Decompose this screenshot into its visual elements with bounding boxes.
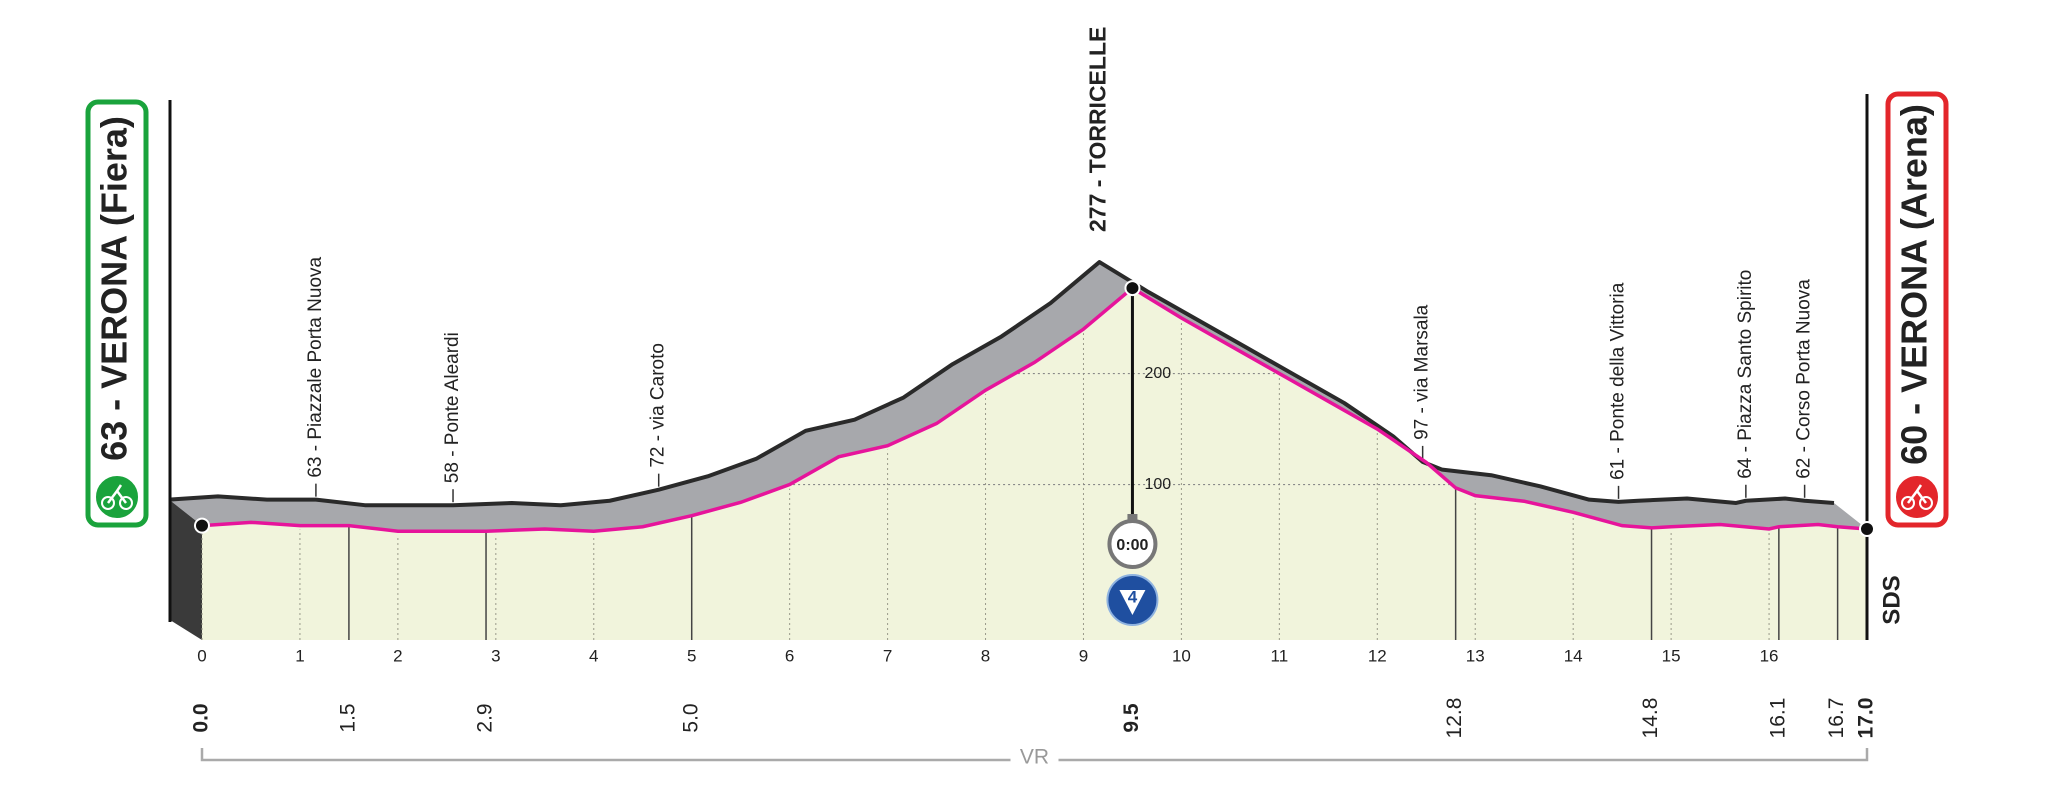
- start-icon-wheel: [101, 496, 115, 510]
- km-marker-label: 1.5: [336, 703, 359, 732]
- profile-area: [202, 288, 1867, 640]
- km-marker-label: 16.1: [1766, 698, 1789, 739]
- km-marker-label: 12.8: [1443, 698, 1466, 739]
- km-tick-label: 11: [1271, 646, 1289, 665]
- km-marker-label: 16.7: [1825, 698, 1848, 739]
- km-tick-label: 1: [295, 646, 304, 665]
- waypoint-label: 61 - Ponte della Vittoria: [1608, 282, 1629, 480]
- km-tick-label: 16: [1760, 646, 1779, 665]
- start-icon: [94, 474, 140, 520]
- finish-icon-wheel: [1919, 496, 1933, 510]
- kom-category: 4: [1128, 587, 1138, 606]
- waypoint-label: 64 - Piazza Santo Spirito: [1735, 270, 1756, 479]
- km-tick-label: 15: [1662, 646, 1681, 665]
- waypoint-label: 62 - Corso Porta Nuova: [1794, 279, 1815, 479]
- finish-icon: [1894, 474, 1940, 520]
- waypoint-label: 97 - via Marsala: [1412, 304, 1433, 440]
- km-tick-label: 14: [1564, 646, 1583, 665]
- start-dot: [194, 517, 210, 534]
- elevation-tick-label: 100: [1144, 476, 1171, 493]
- km-tick-label: 6: [785, 646, 794, 665]
- start-icon-rider: [107, 484, 127, 504]
- finish-icon-wheel: [1901, 496, 1915, 510]
- waypoint-label: 63 - Piazzale Porta Nuova: [305, 256, 326, 477]
- region-label: VR: [1020, 746, 1049, 769]
- km-tick-label: 0: [197, 646, 206, 665]
- km-tick-label: 8: [981, 646, 990, 665]
- km-marker-label: 14.8: [1639, 698, 1662, 739]
- km-marker-label: 9.5: [1120, 703, 1143, 733]
- km-tick-label: 9: [1079, 646, 1088, 665]
- km-marker-label: 17.0: [1855, 698, 1878, 739]
- summit-label: 277 - TORRICELLE: [1085, 27, 1111, 232]
- kom-badge-triangle: [1119, 590, 1146, 615]
- profile-edge: [168, 260, 1835, 508]
- finish-label: 60 - VERONA (Arena): [1894, 104, 1935, 465]
- km-tick-label: 7: [883, 646, 892, 665]
- timer-label: 0:00: [1116, 537, 1148, 554]
- km-marker-label: 0.0: [190, 703, 213, 732]
- km-tick-label: 5: [687, 646, 696, 665]
- km-tick-label: 10: [1172, 646, 1191, 665]
- summit-dot: [1124, 280, 1141, 297]
- km-tick-label: 3: [491, 646, 500, 665]
- km-marker-label: 2.9: [474, 703, 497, 732]
- km-tick-label: 2: [393, 646, 402, 665]
- finish-icon-rider: [1907, 484, 1927, 504]
- km-tick-label: 4: [589, 646, 598, 665]
- logo: SDS: [1878, 575, 1905, 624]
- region-label-bg: [1010, 744, 1059, 774]
- start-box: [85, 99, 149, 528]
- waypoint-label: 72 - via Caroto: [648, 343, 669, 468]
- waypoint-label: 58 - Ponte Aleardi: [442, 332, 463, 483]
- start-label: 63 - VERONA (Fiera): [94, 116, 135, 461]
- finish-box: [1885, 91, 1949, 528]
- km-marker-label: 5.0: [679, 703, 702, 732]
- elevation-tick-label: 200: [1144, 365, 1171, 382]
- timer-knob: [1127, 514, 1138, 521]
- profile-side: [170, 499, 202, 640]
- km-tick-label: 13: [1466, 646, 1485, 665]
- start-icon-wheel: [119, 496, 133, 510]
- km-tick-label: 12: [1368, 646, 1387, 665]
- profile-band: [169, 262, 1867, 532]
- finish-dot: [1859, 520, 1875, 537]
